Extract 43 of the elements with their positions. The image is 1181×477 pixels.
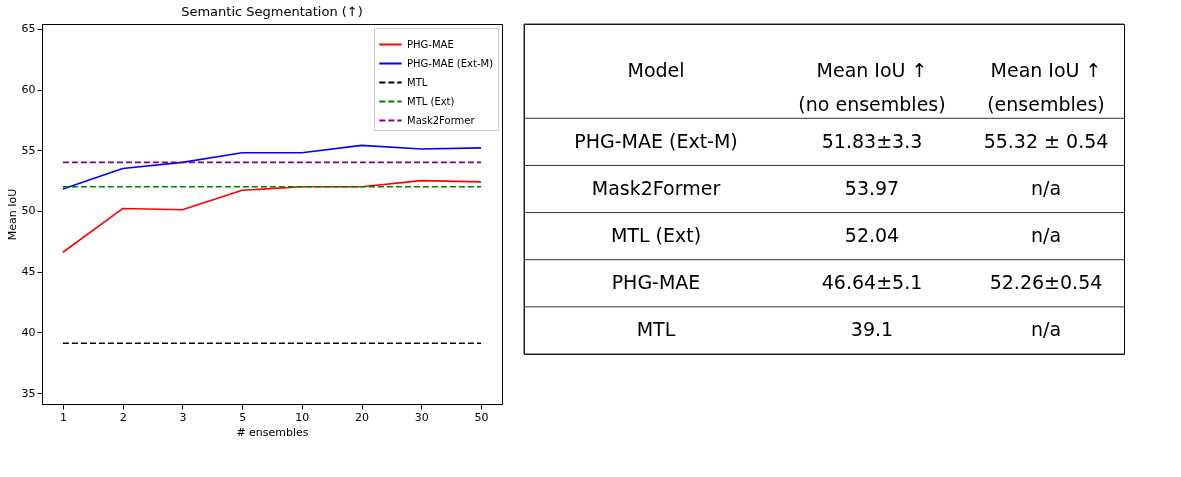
x-tick-label: 3	[179, 410, 187, 424]
text: n/a	[1030, 318, 1062, 341]
x-tick-label: 10	[295, 410, 310, 424]
legend-label: PHG-MAE (Ext-M)	[407, 57, 494, 69]
legend-label: MTL	[407, 76, 428, 88]
text: Mean IoU ↑ (ensembles)	[987, 59, 1105, 116]
legend-label: Mask2Former	[407, 114, 476, 126]
legend-label: PHG-MAE	[407, 38, 454, 50]
x-tick-label: 30	[414, 410, 429, 424]
x-tick-label: 5	[239, 410, 247, 424]
y-tick-label: 65	[21, 22, 36, 36]
y-tick-label: 45	[21, 265, 36, 279]
text: n/a	[1030, 177, 1062, 199]
y-tick-label: 60	[21, 83, 36, 97]
text: 51.83±3.3	[821, 129, 923, 152]
text: Model	[627, 59, 685, 82]
text: PHG-MAE	[611, 271, 701, 294]
text: PHG-MAE (Ext-M)	[574, 129, 738, 152]
text: 46.64±5.1	[821, 271, 923, 294]
x-tick-label: 2	[119, 410, 127, 424]
text: MTL (Ext)	[610, 224, 702, 247]
x-tick-label: 1	[59, 410, 67, 424]
text: 39.1	[850, 318, 894, 341]
text: Mask2Former	[591, 177, 721, 199]
text: 53.97	[844, 177, 900, 199]
text: n/a	[1030, 224, 1062, 247]
text: MTL	[636, 318, 676, 341]
text: 52.04	[844, 224, 900, 247]
x-tick-label: 50	[474, 410, 489, 424]
chart-title: Semantic Segmentation (↑)	[181, 3, 363, 19]
y-tick-label: 40	[21, 325, 36, 339]
y-tick-label: 50	[21, 204, 36, 218]
y-tick-label: 35	[21, 386, 36, 400]
text: 52.26±0.54	[989, 271, 1103, 294]
y-tick-label: 55	[21, 143, 36, 157]
y-axis-title: Mean IoU	[5, 188, 19, 241]
line-series	[62, 144, 482, 190]
text: Mean IoU ↑ (no ensembles)	[798, 59, 946, 116]
x-axis-title: # ensembles	[236, 425, 309, 439]
line-series	[62, 179, 482, 254]
x-tick-label: 20	[355, 410, 370, 424]
legend-label: MTL (Ext)	[407, 95, 455, 107]
text: 55.32 ± 0.54	[983, 129, 1109, 152]
